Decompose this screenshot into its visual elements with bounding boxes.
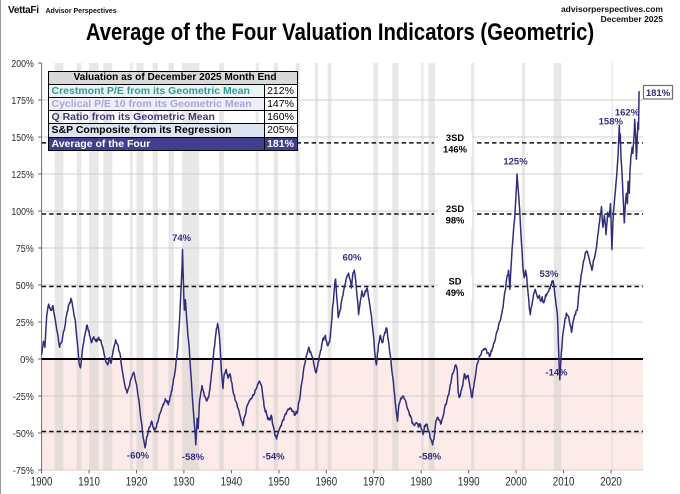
svg-text:3SD: 3SD: [446, 132, 464, 143]
svg-text:53%: 53%: [539, 269, 559, 280]
svg-text:-58%: -58%: [182, 452, 205, 463]
svg-text:200%: 200%: [11, 59, 34, 70]
svg-text:125%: 125%: [503, 157, 528, 168]
svg-text:1970: 1970: [363, 477, 385, 489]
svg-text:150%: 150%: [11, 133, 34, 144]
svg-text:1960: 1960: [316, 477, 338, 489]
svg-text:1920: 1920: [126, 477, 148, 489]
svg-text:-14%: -14%: [545, 368, 568, 379]
svg-text:60%: 60%: [342, 253, 362, 264]
svg-text:-25%: -25%: [13, 392, 34, 403]
svg-text:1950: 1950: [268, 477, 290, 489]
svg-text:175%: 175%: [11, 96, 34, 107]
svg-text:-58%: -58%: [419, 452, 442, 463]
svg-text:-75%: -75%: [13, 466, 34, 477]
svg-text:1980: 1980: [410, 477, 432, 489]
svg-text:2020: 2020: [600, 477, 622, 489]
svg-text:146%: 146%: [443, 143, 468, 154]
svg-text:0%: 0%: [20, 355, 34, 366]
svg-text:2000: 2000: [505, 477, 527, 489]
svg-text:75%: 75%: [16, 244, 34, 255]
svg-text:98%: 98%: [446, 215, 465, 226]
svg-text:162%: 162%: [615, 108, 640, 119]
svg-text:100%: 100%: [11, 207, 34, 218]
svg-text:158%: 158%: [599, 117, 624, 128]
svg-text:49%: 49%: [446, 287, 465, 298]
svg-text:50%: 50%: [16, 281, 34, 292]
svg-text:-50%: -50%: [13, 429, 34, 440]
svg-text:181%: 181%: [646, 88, 671, 99]
svg-text:1900: 1900: [31, 477, 53, 489]
svg-text:-60%: -60%: [127, 451, 150, 462]
svg-text:125%: 125%: [11, 170, 34, 181]
svg-text:SD: SD: [448, 276, 461, 287]
svg-text:74%: 74%: [172, 233, 192, 244]
svg-text:2010: 2010: [553, 477, 575, 489]
svg-text:-54%: -54%: [262, 452, 285, 463]
svg-text:1930: 1930: [173, 477, 195, 489]
svg-text:1990: 1990: [458, 477, 480, 489]
svg-text:1910: 1910: [78, 477, 100, 489]
svg-text:2SD: 2SD: [446, 203, 464, 214]
svg-text:1940: 1940: [221, 477, 243, 489]
svg-text:25%: 25%: [16, 318, 34, 329]
